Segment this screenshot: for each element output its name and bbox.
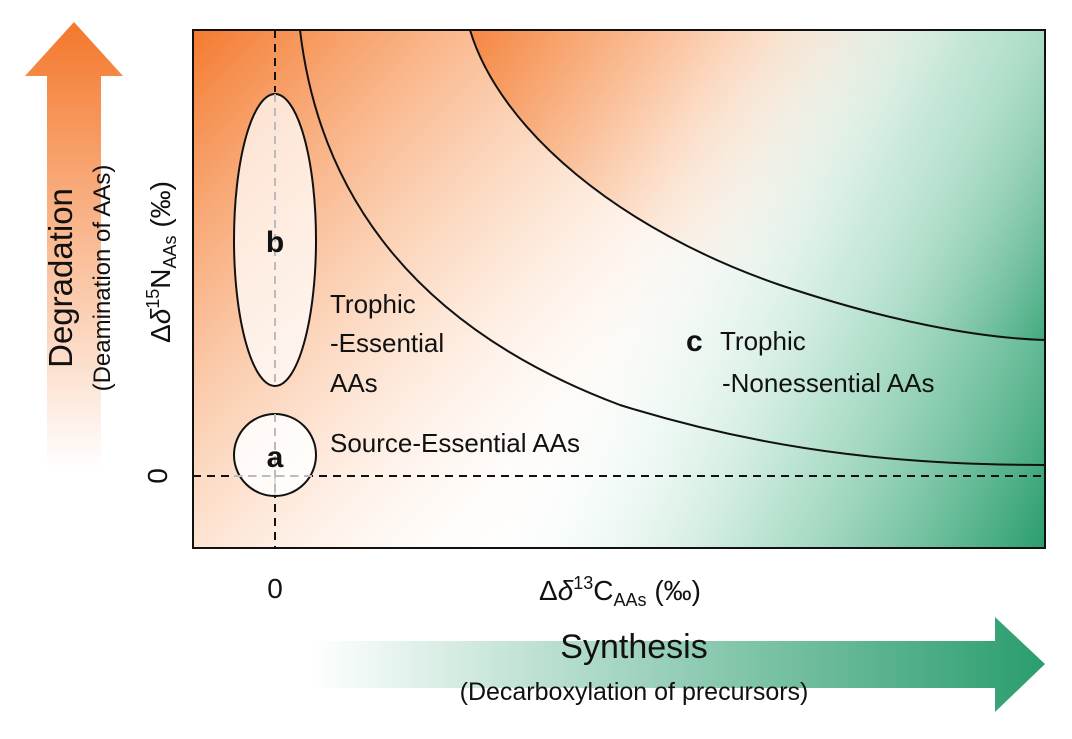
- x-zero-tick: 0: [267, 573, 283, 604]
- y-zero-tick: 0: [142, 468, 173, 484]
- synthesis-title: Synthesis: [560, 628, 707, 666]
- region-b-label-line1: Trophic: [330, 289, 416, 319]
- region-b-label-line3: AAs: [330, 368, 378, 398]
- region-c-label-line2: -Nonessential AAs: [722, 368, 934, 398]
- region-b-letter: b: [266, 226, 284, 259]
- boundary-curve-outer: [299, 29, 1046, 466]
- degradation-arrow: [25, 22, 123, 470]
- synthesis-arrow: [310, 617, 1045, 712]
- plot-frame: [192, 29, 1046, 549]
- degradation-title: Degradation: [42, 188, 79, 368]
- region-a-letter: a: [267, 441, 284, 474]
- region-c-letter: c: [686, 325, 703, 358]
- x-axis-label: Δδ13CAAs (‰): [539, 573, 701, 610]
- boundary-curve-inner: [469, 29, 1046, 341]
- region-b-label-line2: -Essential: [330, 328, 444, 358]
- region-a-label: Source-Essential AAs: [330, 428, 580, 458]
- y-axis-label: Δδ15NAAs (‰): [143, 181, 180, 343]
- plot-background: [193, 30, 1045, 548]
- degradation-subtitle: (Deamination of AAs): [89, 165, 116, 392]
- region-c-label-line1: Trophic: [720, 326, 806, 356]
- synthesis-subtitle: (Decarboxylation of precursors): [460, 678, 809, 706]
